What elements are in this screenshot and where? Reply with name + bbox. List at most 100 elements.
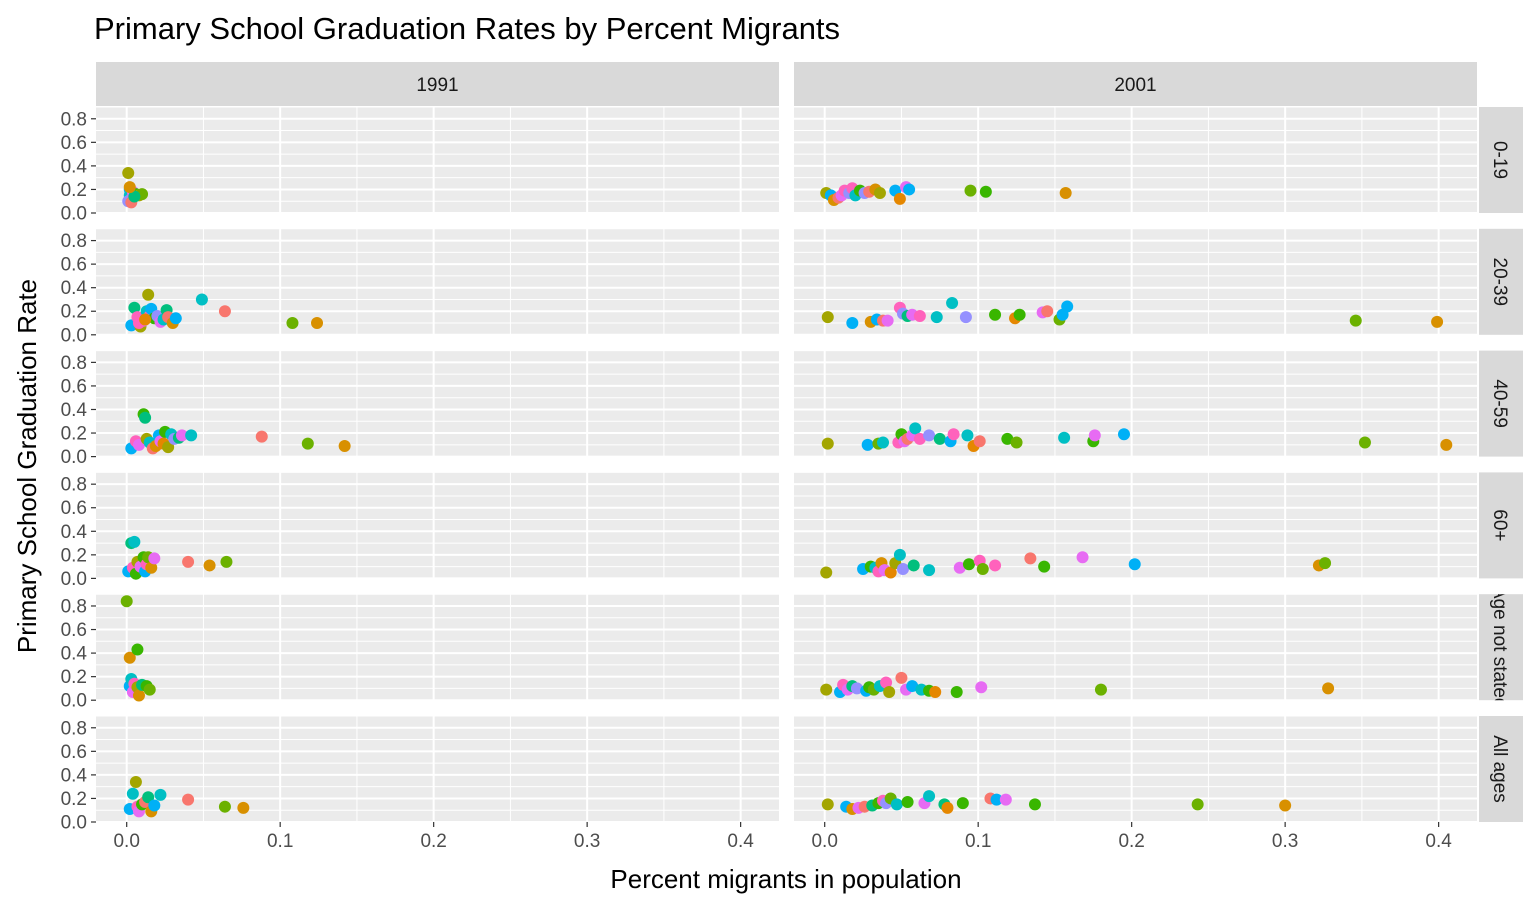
data-point: [909, 422, 922, 435]
data-point: [946, 297, 959, 309]
y-tick-label: 0.0: [61, 569, 87, 590]
y-tick-label: 0.0: [61, 204, 87, 225]
data-point: [880, 676, 893, 689]
row-strip: [1479, 107, 1523, 213]
data-point: [964, 184, 977, 197]
data-point: [1279, 799, 1292, 812]
y-tick-label: 0.4: [61, 522, 88, 543]
data-point: [128, 535, 141, 548]
y-tick-label: 0.4: [61, 644, 88, 665]
data-point: [1440, 438, 1453, 451]
row-strip: [1479, 228, 1523, 335]
data-point: [126, 787, 139, 800]
data-point: [131, 643, 144, 656]
data-point: [1094, 683, 1107, 696]
points-layer: [120, 166, 1453, 818]
data-point: [979, 185, 992, 198]
data-point: [923, 429, 936, 442]
col-strip-label: 2001: [1114, 75, 1156, 96]
data-point: [820, 566, 833, 579]
axes-layer: 0.00.20.40.60.80.00.20.40.60.80.00.20.40…: [61, 109, 1453, 852]
data-point: [120, 595, 133, 608]
y-tick-label: 0.6: [61, 133, 87, 154]
y-tick-label: 0.8: [61, 109, 87, 130]
data-point: [975, 681, 988, 694]
data-point: [128, 190, 141, 203]
data-point: [139, 411, 152, 424]
data-point: [821, 311, 834, 324]
data-point: [989, 559, 1002, 572]
data-point: [973, 435, 986, 448]
data-point: [123, 651, 136, 664]
data-point: [893, 548, 906, 561]
data-point: [953, 561, 966, 574]
data-point: [821, 798, 834, 811]
row-strip-label: 40-59: [1489, 379, 1510, 428]
data-point: [203, 559, 216, 572]
data-point: [913, 309, 926, 322]
strips-layer: 1991 2001 0-19 20-39 40-59 60+ Age not stated A…: [96, 62, 1523, 822]
data-point: [1322, 682, 1335, 695]
x-tick-label: 0.2: [1118, 831, 1144, 852]
data-point: [128, 301, 141, 314]
y-tick-label: 0.2: [61, 302, 87, 323]
data-point: [1319, 557, 1332, 570]
data-point: [182, 555, 195, 568]
data-point: [1358, 436, 1371, 449]
data-point: [861, 438, 874, 451]
data-point: [950, 685, 963, 698]
y-tick-label: 0.2: [61, 789, 87, 810]
y-tick-label: 0.4: [61, 278, 88, 299]
data-point: [1001, 432, 1014, 445]
x-tick-label: 0.1: [267, 831, 293, 852]
data-point: [896, 562, 909, 575]
data-point: [976, 562, 989, 575]
data-point: [883, 685, 896, 698]
data-point: [1059, 186, 1072, 199]
data-point: [1013, 308, 1026, 321]
data-point: [821, 437, 834, 450]
data-point: [220, 555, 233, 568]
y-tick-label: 0.6: [61, 620, 87, 641]
panel-background: [96, 472, 779, 579]
data-point: [175, 429, 188, 442]
data-point: [122, 166, 135, 179]
data-point: [941, 801, 954, 814]
y-tick-label: 0.2: [61, 667, 87, 688]
y-tick-label: 0.4: [61, 400, 88, 421]
panel-background: [794, 228, 1477, 335]
data-point: [929, 685, 942, 698]
panel-background: [96, 350, 779, 457]
data-point: [873, 186, 886, 199]
chart-title: Primary School Graduation Rates by Perce…: [94, 11, 840, 46]
data-point: [990, 793, 1003, 806]
data-point: [301, 437, 314, 450]
data-point: [143, 683, 156, 696]
y-tick-label: 0.0: [61, 447, 87, 468]
data-point: [913, 432, 926, 445]
y-tick-label: 0.8: [61, 231, 87, 252]
data-point: [884, 566, 897, 579]
y-tick-label: 0.8: [61, 475, 87, 496]
x-tick-label: 0.3: [1272, 831, 1298, 852]
data-point: [145, 561, 158, 574]
data-point: [142, 288, 155, 301]
data-point: [123, 181, 136, 194]
data-point: [850, 682, 863, 695]
col-strip: [794, 62, 1477, 106]
panel-background: [96, 228, 779, 335]
y-tick-label: 0.8: [61, 718, 87, 739]
row-strip-label: Age not stated: [1489, 586, 1510, 709]
data-point: [286, 317, 299, 330]
data-point: [1117, 428, 1130, 441]
data-point: [893, 192, 906, 205]
y-tick-label: 0.4: [61, 765, 88, 786]
data-point: [237, 801, 250, 814]
panel-background: [96, 716, 779, 822]
data-point: [962, 558, 975, 571]
data-point: [901, 795, 914, 808]
panel-background: [96, 594, 779, 701]
data-point: [1010, 436, 1023, 449]
data-point: [1038, 560, 1051, 573]
data-point: [930, 311, 943, 324]
